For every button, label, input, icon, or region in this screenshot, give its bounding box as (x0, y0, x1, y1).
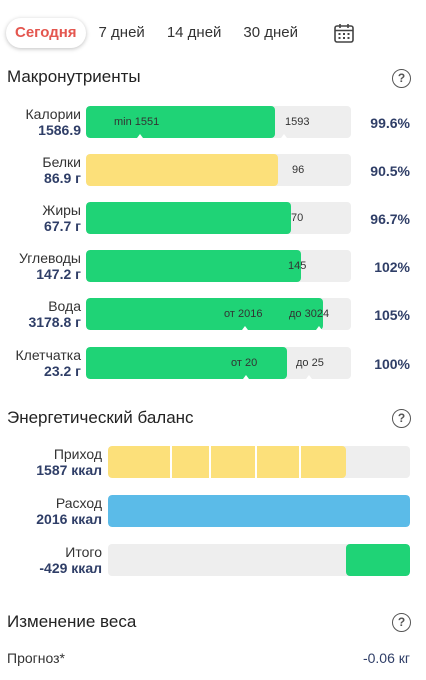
energy-row-total: Итого -429 ккал (27, 544, 102, 576)
fat-percent: 96.7% (370, 211, 410, 227)
calories-mark-min: min 1551 (114, 116, 160, 128)
macro-row-fiber: Клетчатка 23.2 г (6, 347, 81, 379)
fat-bar-fill (86, 202, 291, 234)
macro-name: Клетчатка (15, 347, 81, 363)
macro-name: Углеводы (18, 250, 81, 266)
protein-bar: 96 (86, 154, 351, 186)
water-bar-fill (86, 298, 323, 330)
energy-value: 1587 ккал (36, 462, 102, 478)
carbs-bar-fill (86, 250, 301, 282)
expense-bar-fill (108, 495, 410, 527)
macro-value: 1586.9 (38, 122, 81, 138)
macro-value: 3178.8 г (28, 314, 81, 330)
macros-help-icon[interactable]: ? (392, 69, 411, 88)
carbs-mark-norm: 145 (288, 260, 307, 272)
fiber-bar-fill (86, 347, 287, 379)
macro-row-calories: Калории 1586.9 (6, 106, 81, 138)
macro-row-carbs: Углеводы 147.2 г (6, 250, 81, 282)
income-bar (108, 446, 410, 478)
protein-percent: 90.5% (370, 163, 410, 179)
fat-bar: 70 (86, 202, 351, 234)
forecast-label: Прогноз* (7, 650, 65, 666)
macros-title: Макронутриенты (7, 67, 141, 86)
fiber-bar: от 20 до 25 (86, 347, 351, 379)
calories-percent: 99.6% (370, 115, 410, 131)
macro-name: Вода (48, 298, 81, 314)
energy-title: Энергетический баланс (7, 408, 194, 427)
fiber-percent: 100% (374, 356, 410, 372)
fiber-mark-min: от 20 (231, 357, 258, 369)
macro-name: Жиры (42, 202, 81, 218)
tab-14-days[interactable]: 14 дней (166, 24, 222, 41)
water-percent: 105% (374, 307, 410, 323)
total-bar (108, 544, 410, 576)
calories-mark-norm: 1593 (285, 116, 310, 128)
calories-bar: min 1551 1593 (86, 106, 351, 138)
energy-value: -429 ккал (39, 560, 102, 576)
tab-30-days[interactable]: 30 дней (243, 24, 299, 41)
income-bar-fill (108, 446, 346, 478)
calendar-icon[interactable] (333, 22, 355, 44)
expense-bar (108, 495, 410, 527)
energy-name: Приход (53, 446, 102, 462)
macro-value: 147.2 г (36, 266, 81, 282)
macro-row-protein: Белки 86.9 г (6, 154, 81, 186)
macro-row-water: Вода 3178.8 г (6, 298, 81, 330)
water-mark-max: до 3024 (289, 308, 330, 320)
energy-value: 2016 ккал (36, 511, 102, 527)
protein-mark-norm: 96 (292, 164, 305, 176)
water-mark-min: от 2016 (224, 308, 263, 320)
fiber-mark-max: до 25 (296, 357, 324, 369)
macro-value: 23.2 г (44, 363, 81, 379)
forecast-value: -0.06 кг (362, 650, 410, 666)
macro-row-fat: Жиры 67.7 г (6, 202, 81, 234)
macro-name: Белки (42, 154, 81, 170)
tab-7-days[interactable]: 7 дней (98, 24, 145, 41)
period-tabs: Сегодня 7 дней 14 дней 30 дней (6, 18, 311, 48)
macro-value: 67.7 г (44, 218, 81, 234)
weight-help-icon[interactable]: ? (392, 613, 411, 632)
total-bar-fill (346, 544, 410, 576)
protein-bar-fill (86, 154, 278, 186)
energy-row-income: Приход 1587 ккал (27, 446, 102, 478)
macro-value: 86.9 г (44, 170, 81, 186)
energy-help-icon[interactable]: ? (392, 409, 411, 428)
energy-name: Итого (65, 544, 102, 560)
water-bar: от 2016 до 3024 (86, 298, 351, 330)
carbs-bar: 145 (86, 250, 351, 282)
tab-today[interactable]: Сегодня (6, 18, 86, 48)
energy-name: Расход (55, 495, 102, 511)
weight-title: Изменение веса (7, 612, 137, 631)
calories-bar-fill (86, 106, 275, 138)
carbs-percent: 102% (374, 259, 410, 275)
fat-mark-norm: 70 (291, 212, 304, 224)
energy-row-expense: Расход 2016 ккал (27, 495, 102, 527)
macro-name: Калории (25, 106, 81, 122)
